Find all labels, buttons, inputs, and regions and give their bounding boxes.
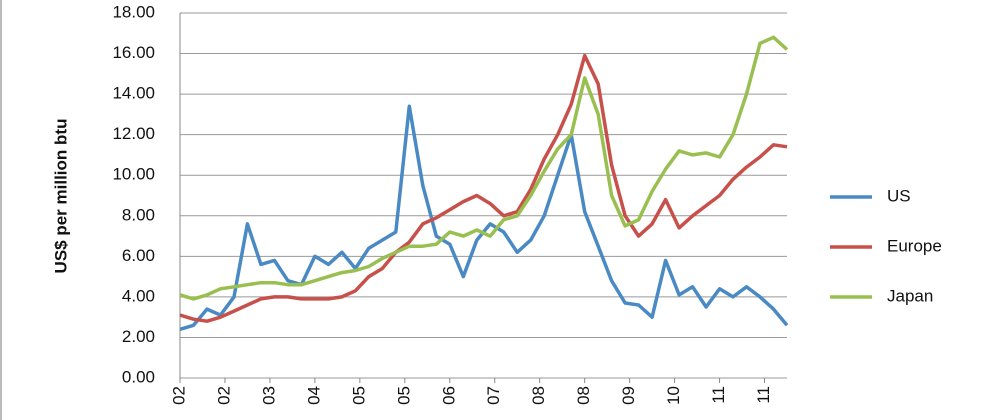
line-series — [179, 53, 788, 323]
x-tick-label: 02 — [214, 386, 233, 405]
y-tick-label: 14.00 — [112, 84, 155, 103]
y-tick-label: 2.00 — [122, 327, 155, 346]
y-tick-label: 12.00 — [112, 124, 155, 143]
x-tick-label: 02 — [169, 386, 188, 405]
x-tick-label: 10 — [664, 386, 683, 405]
x-tick-label: 05 — [394, 386, 413, 405]
x-tick-label: 06 — [439, 386, 458, 405]
x-tick-label: 03 — [259, 386, 278, 405]
y-tick-label: 18.00 — [112, 2, 155, 21]
y-axis-label: US$ per million btu — [51, 119, 70, 274]
y-tick-label: 10.00 — [112, 165, 155, 184]
x-tick-label: 08 — [574, 386, 593, 405]
line-series — [179, 35, 789, 301]
x-tick-label: 07 — [484, 386, 503, 405]
x-tick-label: 11 — [709, 386, 728, 404]
x-tick-label: 05 — [349, 386, 368, 405]
legend-label: Europe — [887, 236, 942, 255]
x-tick-label: 11 — [754, 386, 773, 404]
x-tick-label: 09 — [619, 386, 638, 405]
y-tick-label: 0.00 — [122, 367, 155, 386]
y-tick-label: 4.00 — [122, 286, 155, 305]
y-tick-label: 16.00 — [112, 43, 155, 62]
legend-label: Japan — [887, 286, 933, 305]
x-tick-label: 04 — [304, 386, 323, 405]
y-tick-label: 6.00 — [122, 246, 155, 265]
legend-label: US — [887, 186, 911, 205]
y-tick-label: 8.00 — [122, 205, 155, 224]
x-tick-label: 08 — [529, 386, 548, 405]
